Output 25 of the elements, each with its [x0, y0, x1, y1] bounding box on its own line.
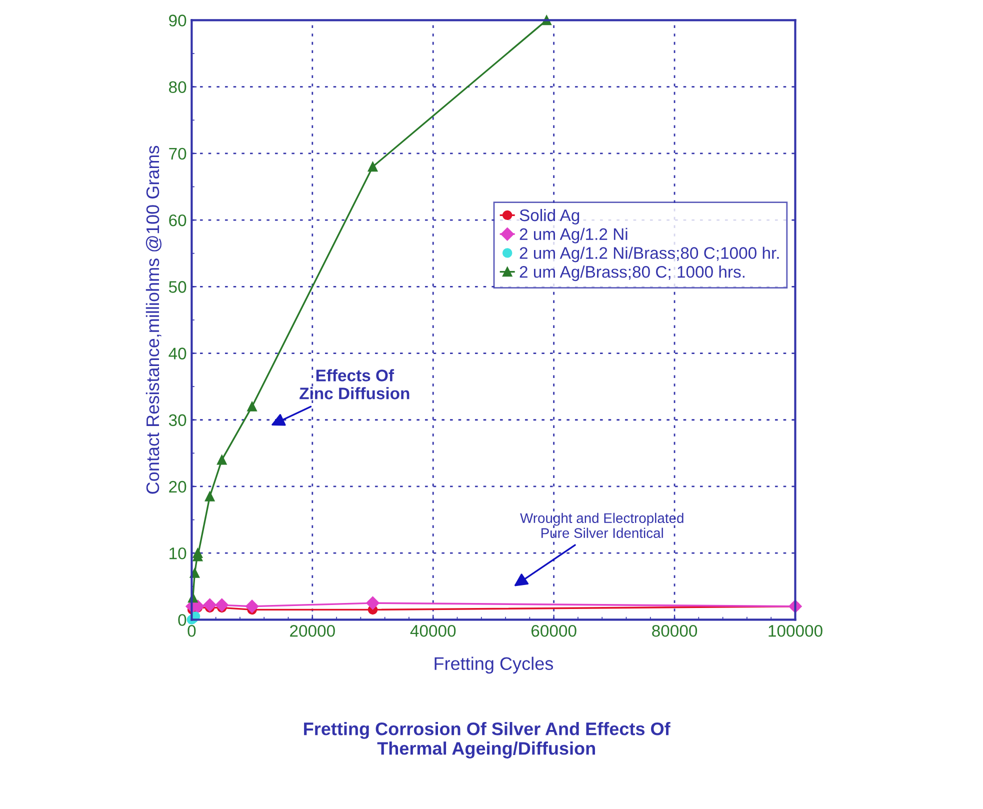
y-tick-label: 80 — [169, 81, 186, 94]
legend-label: 2 um Ag/Brass;80 C; 1000 hrs. — [520, 266, 744, 282]
legend-label: 2 um Ag/1.2 Ni/Brass;80 C;1000 hr. — [520, 246, 779, 262]
y-tick-label: 0 — [178, 614, 186, 626]
y-tick-label: 70 — [169, 148, 186, 160]
x-tick-label: 20000 — [290, 624, 335, 637]
annotation: Wrought and Electroplated Pure Silver Identical — [520, 512, 684, 538]
y-tick-label: 60 — [169, 214, 186, 226]
legend-label: 2 um Ag/1.2 Ni — [520, 228, 628, 244]
annotation: Effects Of Zinc Diffusion — [300, 369, 410, 400]
y-axis-title: Contact Resistance,milliohms @100 Grams — [146, 146, 162, 494]
text: Fretting Corrosion Of Silver And Effects Of Thermal Ageing/Diffusion — [304, 722, 670, 758]
x-tick-label: 40000 — [410, 624, 456, 637]
x-axis-title: Fretting Cycles — [434, 656, 554, 674]
y-tick-label: 90 — [169, 14, 186, 26]
x-tick-label: 100000 — [768, 624, 822, 637]
x-tick-label: 0 — [188, 624, 196, 637]
legend-label: Solid Ag — [520, 208, 580, 224]
x-tick-label: 80000 — [652, 624, 698, 637]
y-tick-label: 20 — [169, 480, 186, 493]
y-tick-label: 30 — [168, 414, 186, 426]
y-tick-label: 10 — [170, 547, 186, 560]
y-tick-label: 40 — [168, 348, 186, 360]
y-tick-label: 50 — [168, 281, 186, 293]
x-tick-label: 60000 — [532, 624, 576, 637]
